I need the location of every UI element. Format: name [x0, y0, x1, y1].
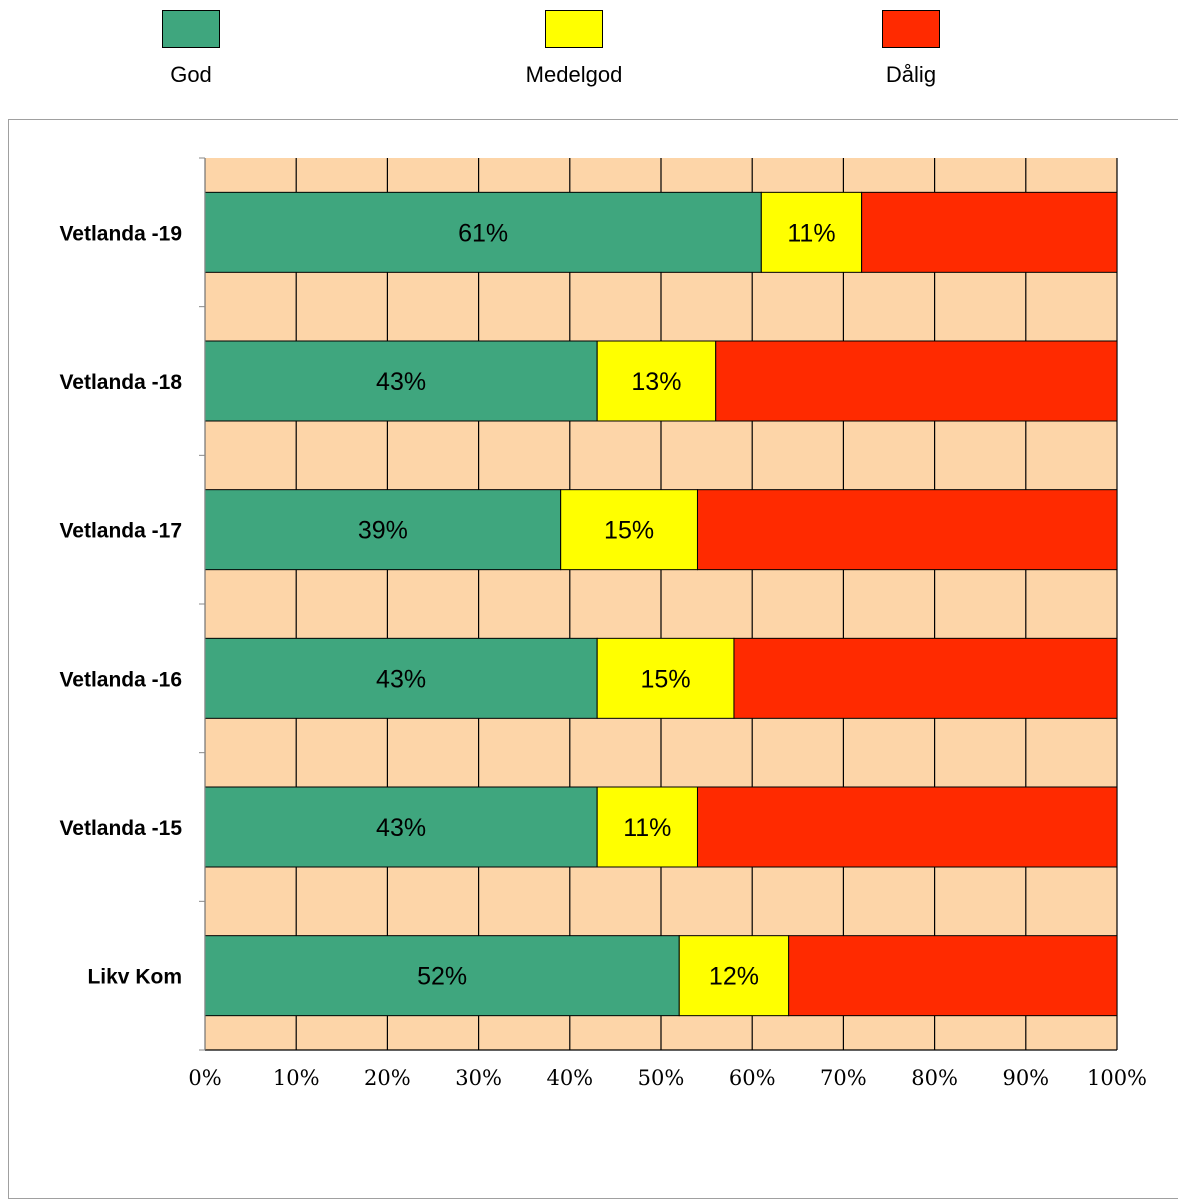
legend-item-god: God [131, 10, 251, 88]
data-label: 61% [458, 219, 508, 247]
bar-medelgod [596, 786, 698, 868]
bar-medelgod [760, 191, 863, 273]
legend-label-medelgod: Medelgod [525, 62, 623, 87]
data-label: 15% [641, 665, 691, 693]
legend-swatch-god [162, 10, 220, 48]
bar-medelgod [596, 340, 717, 422]
legend-label-dalig: Dålig [885, 62, 937, 87]
category-label: Vetlanda -19 [59, 222, 182, 245]
category-label: Likv Kom [87, 966, 182, 989]
bar-god [204, 489, 562, 571]
data-label: 43% [376, 814, 426, 842]
bar-god [204, 637, 598, 719]
bar-dålig [788, 935, 1118, 1017]
legend: God Medelgod Dålig [0, 0, 1178, 110]
x-tick-label: 70% [820, 1066, 867, 1090]
category-label: Vetlanda -17 [59, 520, 182, 543]
x-tick-label: 60% [729, 1066, 776, 1090]
x-tick-label: 10% [273, 1066, 320, 1090]
data-label: 43% [376, 368, 426, 396]
bar-medelgod [678, 935, 790, 1017]
data-label: 43% [376, 665, 426, 693]
x-tick-label: 90% [1002, 1066, 1049, 1090]
data-label: 13% [631, 368, 681, 396]
bar-dålig [861, 191, 1118, 273]
category-label: Vetlanda -15 [59, 817, 182, 840]
data-label: 11% [623, 814, 671, 842]
data-label: 12% [709, 963, 759, 991]
bar-medelgod [596, 637, 735, 719]
bar-god [204, 935, 680, 1017]
data-label: 15% [604, 517, 654, 545]
data-label: 39% [358, 517, 408, 545]
x-tick-label: 40% [546, 1066, 593, 1090]
category-label: Vetlanda -16 [59, 668, 182, 691]
x-tick-label: 80% [911, 1066, 958, 1090]
legend-swatch-dalig [882, 10, 940, 48]
x-tick-label: 50% [638, 1066, 685, 1090]
legend-swatch-medelgod [545, 10, 603, 48]
x-tick-label: 0% [188, 1066, 221, 1090]
bar-medelgod [560, 489, 698, 571]
x-tick-label: 20% [364, 1066, 411, 1090]
bar-dålig [733, 637, 1118, 719]
bar-god [204, 191, 762, 273]
data-label: 11% [787, 219, 835, 247]
bar-dålig [696, 489, 1118, 571]
legend-label-god: God [170, 62, 212, 87]
data-label: 52% [417, 963, 467, 991]
category-label: Vetlanda -18 [59, 371, 182, 394]
bar-dålig [715, 340, 1118, 422]
bar-dålig [696, 786, 1118, 868]
legend-item-medelgod: Medelgod [514, 10, 634, 88]
x-tick-label: 100% [1087, 1066, 1147, 1090]
x-tick-label: 30% [455, 1066, 502, 1090]
bar-god [204, 786, 598, 868]
legend-item-dalig: Dålig [851, 10, 971, 88]
